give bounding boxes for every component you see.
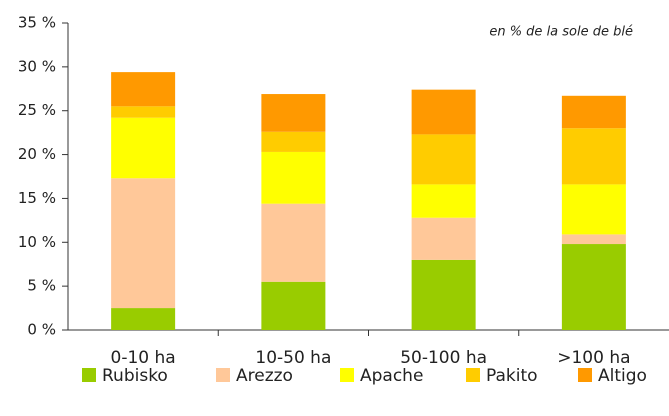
y-tick-label: 0 % (27, 321, 56, 339)
y-tick-label: 20 % (18, 145, 56, 163)
bar-segment (261, 281, 326, 330)
y-tick-label: 10 % (18, 233, 56, 251)
legend-swatch (216, 368, 230, 382)
bar-segment (111, 308, 176, 330)
legend-label: Arezzo (236, 366, 293, 386)
y-tick-label: 30 % (18, 57, 56, 75)
bar-segment (261, 131, 326, 152)
bar-segment (561, 95, 626, 129)
legend-swatch (340, 368, 354, 382)
y-tick-label: 5 % (27, 277, 56, 295)
legend-label: Rubisko (102, 366, 168, 386)
x-tick-label: >100 ha (557, 348, 630, 368)
bar-segment (561, 128, 626, 185)
legend-swatch (82, 368, 96, 382)
bar-segment (411, 134, 476, 185)
bar-segment (111, 117, 176, 179)
legend-swatch (466, 368, 480, 382)
bar-segment (111, 178, 176, 309)
bar-segment (111, 106, 176, 118)
x-tick-label: 10-50 ha (255, 348, 331, 368)
bar-segment (111, 72, 176, 107)
bar-segment (411, 259, 476, 330)
legend-label: Pakito (486, 366, 538, 386)
bar-segment (561, 234, 626, 245)
legend-label: Apache (360, 366, 423, 386)
bar-segment (261, 151, 326, 204)
bar-segment (411, 184, 476, 218)
y-tick-label: 25 % (18, 101, 56, 119)
bar-segment (261, 94, 326, 132)
bar-segment (411, 89, 476, 135)
annotation: en % de la sole de blé (489, 25, 633, 40)
y-tick-label: 35 % (18, 14, 56, 32)
bar-segment (261, 203, 326, 282)
x-tick-label: 0-10 ha (111, 348, 176, 368)
legend-swatch (578, 368, 592, 382)
y-tick-label: 15 % (18, 189, 56, 207)
bar-segment (561, 244, 626, 330)
legend-label: Altigo (598, 366, 647, 386)
bar-segment (561, 184, 626, 235)
x-tick-label: 50-100 ha (400, 348, 487, 368)
bar-segment (411, 217, 476, 260)
